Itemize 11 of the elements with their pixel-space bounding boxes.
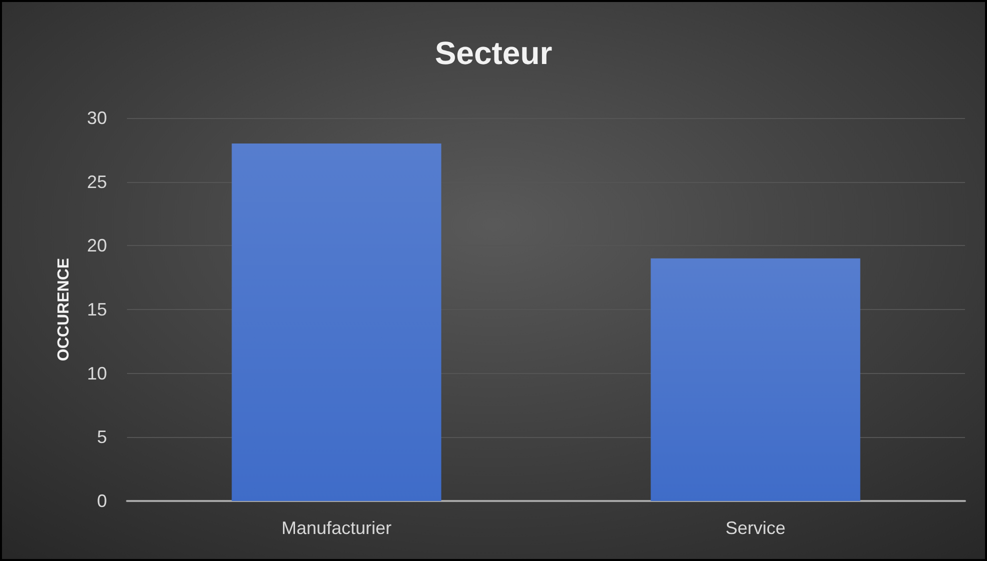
y-tick-label: 5 [96, 427, 107, 448]
y-tick-label: 10 [86, 363, 107, 384]
y-tick-label: 25 [86, 172, 107, 192]
y-tick-label: 20 [86, 236, 107, 256]
y-axis-title: OCCURENCE [56, 258, 72, 362]
chart-title: Secteur [434, 35, 552, 71]
y-tick-label: 0 [96, 491, 107, 511]
x-tick-label: Manufacturier [281, 518, 392, 538]
y-tick-label: 15 [86, 300, 107, 320]
y-tick-label: 30 [86, 108, 107, 128]
x-tick-label: Service [725, 518, 786, 538]
